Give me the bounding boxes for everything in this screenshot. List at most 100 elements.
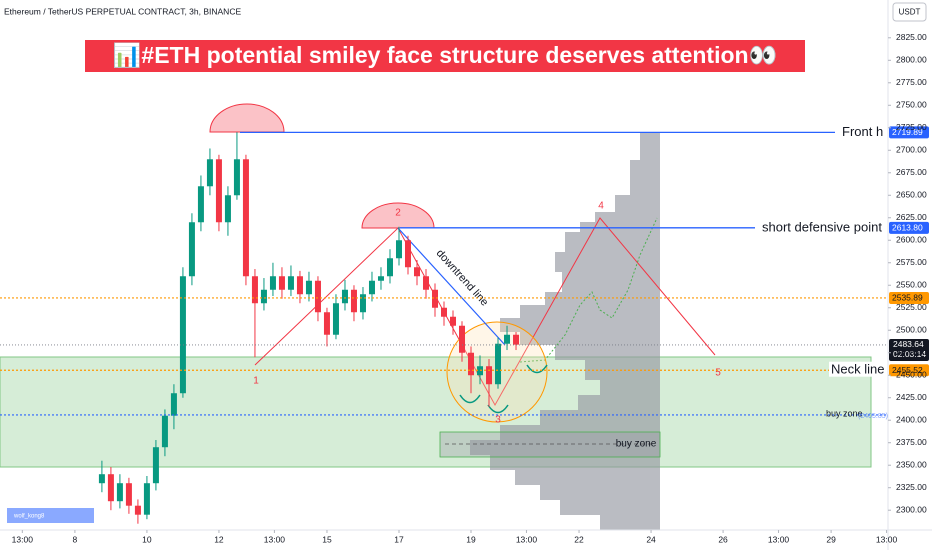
price-tag — [889, 364, 929, 377]
candle-body — [441, 307, 447, 317]
y-tick-label: 2425.00 — [896, 392, 927, 402]
top-arc — [209, 103, 285, 133]
watermark-box — [7, 508, 94, 523]
level-name: buy zone — [826, 408, 863, 418]
candle-body — [377, 276, 384, 281]
y-tick-label: 2450.00 — [896, 369, 927, 379]
smile-mouth — [487, 404, 509, 414]
candle-body — [278, 276, 285, 290]
x-tick-label: 22 — [574, 534, 584, 544]
level-name: short defensive point — [762, 219, 882, 234]
candle-body — [359, 294, 366, 313]
level-name-bg — [829, 361, 887, 377]
candle-body — [206, 159, 213, 187]
price-tag — [889, 126, 929, 139]
candle-body — [233, 159, 240, 196]
wave-label: 2 — [395, 208, 401, 219]
candle-body — [143, 483, 150, 515]
y-tick-label: 2700.00 — [896, 145, 927, 155]
candle-body — [188, 222, 195, 277]
y-tick-label: 2725.00 — [896, 122, 927, 132]
candle-body — [404, 240, 411, 268]
y-tick-label: 2375.00 — [896, 437, 927, 447]
candle-body — [459, 325, 466, 353]
level-name: Front h — [842, 124, 883, 139]
y-tick-label: 2800.00 — [896, 55, 927, 65]
wave-label: 5 — [715, 368, 721, 379]
support-zone — [0, 356, 872, 468]
y-tick-label: 2525.00 — [896, 302, 927, 312]
y-tick-label: 2325.00 — [896, 482, 927, 492]
level-value-note: (2405.85) — [858, 413, 888, 420]
candle-body — [161, 415, 168, 448]
currency-badge[interactable] — [892, 2, 927, 22]
y-tick-label: 2475.00 — [896, 347, 927, 357]
candle-body — [332, 303, 339, 335]
volume-profile — [470, 132, 660, 530]
x-tick-label: 15 — [322, 534, 332, 544]
candle-body — [242, 159, 249, 277]
candle-body — [431, 289, 438, 308]
candle-body — [314, 280, 321, 313]
x-tick-label: 29 — [826, 534, 836, 544]
candle-body — [134, 505, 141, 515]
buy-zone-box — [439, 431, 661, 458]
y-tick-label: 2750.00 — [896, 100, 927, 110]
last-price-tag — [889, 338, 929, 361]
y-tick-label: 2300.00 — [896, 504, 927, 514]
candle-body — [260, 289, 267, 304]
candle-body — [170, 393, 177, 416]
x-tick-label: 13:00 — [12, 534, 34, 544]
y-tick-label: 2500.00 — [896, 324, 927, 334]
y-tick-label: 2650.00 — [896, 190, 927, 200]
x-tick-label: 26 — [718, 534, 728, 544]
candle-body — [296, 276, 303, 295]
candle-body — [368, 280, 375, 295]
level-name: Neck line — [831, 362, 884, 377]
currency[interactable]: USDT — [899, 8, 921, 17]
candle-body — [422, 276, 429, 290]
candle-body — [495, 343, 502, 385]
candle-body — [350, 289, 357, 313]
candle-body — [341, 289, 348, 304]
buy-zone-label: buy zone — [616, 439, 657, 450]
candle-body — [513, 334, 520, 345]
marks — [98, 132, 520, 524]
candle-body — [504, 334, 511, 344]
x-tick-label: 17 — [394, 534, 404, 544]
top-arc — [361, 202, 435, 229]
x-tick-label: 13:00 — [768, 534, 790, 544]
y-tick-label: 2675.00 — [896, 167, 927, 177]
candle-body — [215, 159, 222, 223]
levels: Front h 2719.89 short defensive point 2613.… — [0, 123, 929, 420]
y-tick-label: 2550.00 — [896, 279, 927, 289]
price-tag-label: 2719.89 — [892, 127, 923, 137]
candle-body — [323, 312, 330, 335]
price-tag — [889, 291, 929, 304]
x-tick-label: 24 — [646, 534, 656, 544]
candle-body — [413, 267, 420, 277]
candle-body — [107, 474, 114, 502]
y-tick-label: 2575.00 — [896, 257, 927, 267]
candle-body — [450, 316, 457, 326]
price-tag-label: 2455.52 — [892, 365, 923, 375]
candle-body — [386, 258, 393, 277]
candle-body — [197, 186, 204, 223]
candle-body — [152, 447, 159, 484]
x-tick-label: 19 — [466, 534, 476, 544]
candle-body — [179, 276, 186, 394]
watermark: wolf_kong8 — [13, 514, 45, 520]
downtrend-line — [397, 227, 506, 346]
y-tick-label: 2600.00 — [896, 235, 927, 245]
wave-path — [254, 217, 716, 407]
candle-body — [269, 276, 276, 290]
countdown: 02:03:14 — [893, 349, 926, 359]
level-name-bg — [760, 219, 885, 235]
level-name-bg — [840, 123, 886, 139]
candle-body — [224, 195, 231, 223]
x-tick-label: 10 — [142, 534, 152, 544]
candle-body — [486, 366, 493, 385]
candle-body — [287, 276, 294, 290]
wave-label: 3 — [495, 415, 501, 426]
